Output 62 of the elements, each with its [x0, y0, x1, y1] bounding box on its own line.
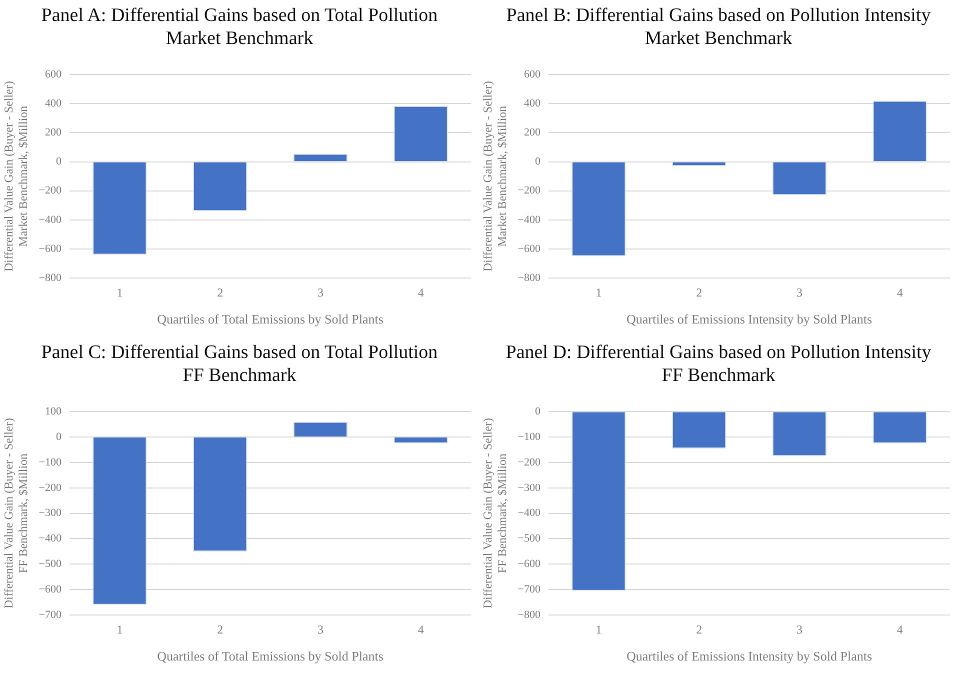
x-tick-label: 1: [116, 285, 123, 300]
x-axis-title: Quartiles of Total Emissions by Sold Plants: [157, 312, 384, 327]
y-tick-label: −100: [518, 430, 541, 443]
x-tick-label: 1: [116, 622, 123, 636]
y-tick-label: −500: [518, 532, 541, 545]
y-tick-label: −400: [38, 214, 62, 226]
y-axis-title: Differential Value Gain (Buyer - Seller) Market Benchmark, $Million: [480, 81, 509, 272]
x-tick-label: 2: [217, 622, 224, 636]
chart-title: Panel A: Differential Gains based on Total Pollution Market Benchmark: [40, 4, 439, 51]
x-tick-label: 2: [696, 285, 702, 300]
y-tick-label: −500: [38, 558, 62, 570]
x-tick-label: 3: [796, 285, 802, 300]
y-tick-label: 0: [535, 405, 542, 418]
chart-title: Panel B: Differential Gains based on Pollution Intensity Market Benchmark: [505, 4, 932, 51]
y-tick-label: −200: [38, 184, 62, 197]
y-tick-label: −700: [518, 583, 541, 596]
y-tick-label: −100: [38, 456, 62, 468]
y-tick-label: −400: [518, 507, 541, 520]
x-tick-label: 3: [317, 285, 324, 300]
x-tick-label: 4: [418, 285, 424, 300]
y-tick-label: −400: [38, 532, 62, 545]
x-tick-label: 3: [317, 622, 324, 636]
x-axis-title: Quartiles of Emissions Intensity by Sold Plants: [626, 648, 872, 664]
x-tick-label: 4: [418, 622, 424, 636]
y-tick-label: 600: [524, 68, 542, 80]
x-tick-label: 2: [696, 622, 702, 636]
y-tick-label: −800: [38, 272, 62, 284]
y-tick-label: 400: [45, 98, 62, 110]
y-tick-label: 0: [56, 156, 62, 168]
y-tick-label: 100: [45, 405, 62, 418]
y-tick-label: −600: [518, 558, 541, 570]
y-tick-label: 0: [56, 430, 62, 443]
chart-title: Panel C: Differential Gains based on Total Pollution FF Benchmark: [40, 341, 439, 388]
y-tick-label: 600: [45, 68, 62, 80]
y-axis-title: Differential Value Gain (Buyer - Seller) FF Benchmark, $Million: [1, 418, 30, 609]
chart-title: Panel D: Differential Gains based on Pollution Intensity FF Benchmark: [504, 341, 932, 388]
y-tick-label: −200: [38, 482, 62, 494]
y-tick-label: −800: [518, 608, 541, 621]
y-tick-label: 0: [535, 156, 542, 168]
x-tick-label: 3: [796, 622, 802, 636]
y-tick-label: −200: [518, 456, 541, 468]
y-tick-label: −600: [518, 242, 541, 255]
x-tick-label: 1: [596, 285, 602, 300]
x-axis-title: Quartiles of Total Emissions by Sold Plants: [157, 648, 384, 664]
y-tick-label: −600: [38, 242, 62, 255]
y-tick-label: 200: [45, 126, 62, 139]
x-tick-label: 1: [596, 622, 602, 636]
y-tick-label: −300: [518, 482, 541, 494]
y-tick-label: −600: [38, 583, 62, 596]
x-tick-label: 4: [896, 285, 903, 300]
y-tick-label: −400: [518, 214, 541, 226]
y-tick-label: −700: [38, 608, 62, 621]
y-tick-label: −200: [518, 184, 541, 197]
y-tick-label: 400: [524, 98, 542, 110]
y-axis-title: Differential Value Gain (Buyer - Seller) FF Benchmark, $Million: [480, 418, 509, 609]
y-tick-label: −800: [518, 272, 541, 284]
y-tick-label: −300: [38, 507, 62, 520]
x-axis-title: Quartiles of Emissions Intensity by Sold Plants: [626, 312, 872, 327]
y-tick-label: 200: [524, 126, 542, 139]
x-tick-label: 4: [896, 622, 903, 636]
x-tick-label: 2: [217, 285, 224, 300]
y-axis-title: Differential Value Gain (Buyer - Seller) Market Benchmark, $Million: [1, 81, 30, 272]
